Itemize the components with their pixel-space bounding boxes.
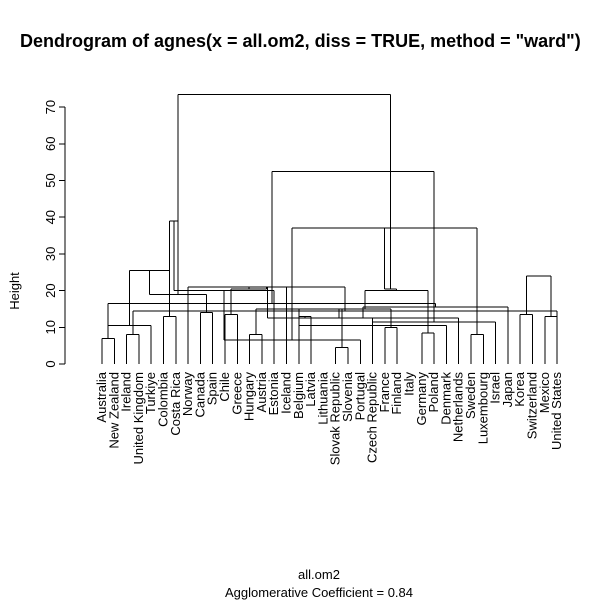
y-tick-label: 70 <box>43 100 58 114</box>
leaf-label: Israel <box>488 372 503 404</box>
leaf-label: Greece <box>229 372 244 415</box>
leaf-label: Slovak Republic <box>328 372 343 466</box>
leaf-label: Luxembourg <box>475 372 490 444</box>
y-axis: 0 10 20 30 40 50 60 70 <box>43 100 66 368</box>
leaf-label: Finland <box>389 372 404 415</box>
leaf-label: Germany <box>414 372 429 426</box>
x-axis-label: all.om2 <box>298 567 340 582</box>
leaf-label: France <box>377 372 392 412</box>
leaf-label: Hungary <box>242 372 257 422</box>
leaf-label: Colombia <box>156 371 171 427</box>
leaf-label: Estonia <box>266 371 281 415</box>
leaf-label: Sweden <box>463 372 478 419</box>
y-axis-label: Height <box>7 272 22 310</box>
y-tick-label: 50 <box>43 173 58 187</box>
y-tick-label: 40 <box>43 210 58 224</box>
y-tick-label: 60 <box>43 137 58 151</box>
leaf-label: Ireland <box>119 372 134 412</box>
leaf-label: United Kingdom <box>131 372 146 465</box>
leaf-label: New Zealand <box>106 372 121 449</box>
leaf-label: Portugal <box>352 372 367 421</box>
leaf-label: Lithuania <box>315 371 330 425</box>
leaf-label: Austria <box>254 371 269 412</box>
leaf-label: Korea <box>512 371 527 406</box>
leaf-label: Slovenia <box>340 371 355 422</box>
leaf-label: Japan <box>500 372 515 407</box>
leaf-label: Italy <box>402 372 417 396</box>
leaf-label: Norway <box>180 372 195 417</box>
leaf-label: Canada <box>192 371 207 417</box>
leaf-label: Denmark <box>438 372 453 425</box>
leaf-label: United States <box>549 372 564 451</box>
agglomerative-coefficient: Agglomerative Coefficient = 0.84 <box>225 585 413 600</box>
leaf-label: Netherlands <box>451 372 466 443</box>
leaf-label: Iceland <box>279 372 294 414</box>
chart-title: Dendrogram of agnes(x = all.om2, diss = … <box>20 31 581 51</box>
leaf-label: Chile <box>217 372 232 402</box>
y-tick-label: 10 <box>43 320 58 334</box>
leaf-label: Spain <box>205 372 220 405</box>
y-tick-label: 0 <box>43 360 58 367</box>
y-tick-label: 30 <box>43 247 58 261</box>
dendrogram-tree <box>101 93 558 364</box>
leaf-label: Australia <box>94 371 109 422</box>
leaf-label: Switzerland <box>525 372 540 439</box>
leaf-label: Czech Republic <box>365 372 380 464</box>
y-tick-label: 20 <box>43 283 58 297</box>
leaf-label: Belgium <box>291 372 306 419</box>
leaf-label: Poland <box>426 372 441 412</box>
leaf-label: Costa Rica <box>168 371 183 435</box>
leaf-label: Latvia <box>303 371 318 406</box>
leaf-label: Mexico <box>537 372 552 413</box>
leaf-label: Turkiye <box>143 372 158 414</box>
